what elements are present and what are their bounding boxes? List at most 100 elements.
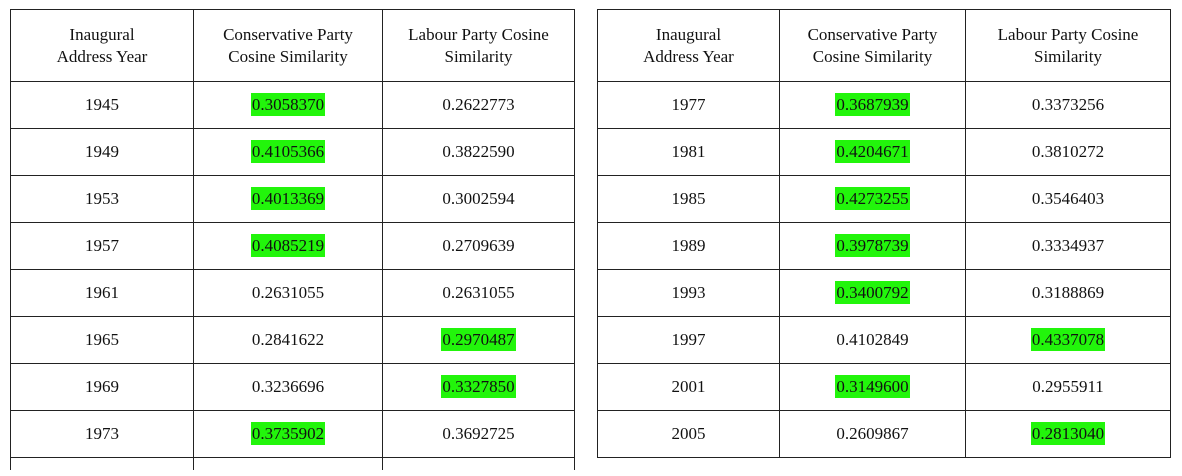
labour-value: 0.2709639 bbox=[442, 236, 515, 255]
table-body: 1945 0.3058370 0.2622773 1949 0.4105366 0.382… bbox=[10, 81, 575, 470]
conservative-value: 0.3687939 bbox=[835, 93, 910, 116]
header-labour: Labour Party Cosine Similarity bbox=[965, 9, 1171, 82]
conservative-value: 0.4102849 bbox=[836, 330, 909, 349]
header-year: Inaugural Address Year bbox=[10, 9, 194, 82]
year-value: 1973 bbox=[85, 424, 119, 443]
header-row: Inaugural Address Year Conservative Party… bbox=[10, 9, 575, 82]
cell-conservative: 0.4273255 bbox=[779, 175, 966, 223]
conservative-value: 0.3058370 bbox=[250, 93, 326, 116]
header-conservative: Conservative Party Cosine Similarity bbox=[779, 9, 966, 82]
header-text-line: Similarity bbox=[1034, 46, 1102, 66]
cell-year: 1945 bbox=[10, 81, 194, 129]
labour-value: 0.3546403 bbox=[1031, 189, 1105, 208]
cell-year: 1973 bbox=[10, 410, 194, 458]
table-header: Inaugural Address Year Conservative Party… bbox=[10, 9, 575, 82]
table-row: 2005 0.2609867 0.2813040 bbox=[597, 410, 1171, 458]
table-row: 1965 0.2841622 0.2970487 bbox=[10, 316, 575, 364]
year-value: 2001 bbox=[671, 377, 706, 396]
table-row: 1961 0.2631055 0.2631055 bbox=[10, 269, 575, 317]
cell-labour: 0.3327850 bbox=[382, 363, 575, 411]
header-text-line: Address Year bbox=[643, 46, 734, 66]
cell-year: 1981 bbox=[597, 128, 780, 176]
cell-labour: 0.4337078 bbox=[965, 316, 1171, 364]
conservative-value: 0.3735902 bbox=[250, 422, 326, 445]
header-text-line: Similarity bbox=[444, 46, 513, 66]
year-value: 1965 bbox=[85, 330, 119, 349]
cell-year: 1969 bbox=[10, 363, 194, 411]
table-row: 1981 0.4204671 0.3810272 bbox=[597, 128, 1171, 176]
labour-value: 0.2955911 bbox=[1032, 377, 1104, 396]
cell-conservative: 0.4013369 bbox=[193, 175, 383, 223]
labour-value: 0.3334937 bbox=[1031, 236, 1105, 255]
header-text-line: Labour Party Cosine bbox=[408, 24, 549, 44]
conservative-value: 0.4204671 bbox=[835, 140, 910, 163]
cell-year: 1993 bbox=[597, 269, 780, 317]
header-text-line: Inaugural bbox=[655, 24, 722, 44]
table-row: 1949 0.4105366 0.3822590 bbox=[10, 128, 575, 176]
cell-conservative: 0.2841622 bbox=[193, 316, 383, 364]
cell-labour: 0.3334937 bbox=[965, 222, 1171, 270]
labour-value: 0.2631055 bbox=[442, 283, 515, 302]
cell-conservative: 0.3978739 bbox=[779, 222, 966, 270]
labour-value: 0.3822590 bbox=[442, 142, 515, 161]
cell-labour: 0.3546403 bbox=[965, 175, 1171, 223]
table-row: 1985 0.4273255 0.3546403 bbox=[597, 175, 1171, 223]
labour-value: 0.3002594 bbox=[442, 189, 515, 208]
table-row: 1989 0.3978739 0.3334937 bbox=[597, 222, 1171, 270]
conservative-value: 0.4105366 bbox=[250, 140, 326, 163]
table-row-cutoff bbox=[10, 457, 575, 470]
cell-conservative: 0.4204671 bbox=[779, 128, 966, 176]
year-value: 1961 bbox=[85, 283, 119, 302]
similarity-table-left: Inaugural Address Year Conservative Party… bbox=[10, 9, 575, 470]
year-value: 1977 bbox=[671, 95, 706, 114]
year-value: 1945 bbox=[85, 95, 119, 114]
labour-value: 0.3373256 bbox=[1031, 95, 1105, 114]
cell-conservative: 0.3735902 bbox=[193, 410, 383, 458]
conservative-value: 0.4013369 bbox=[250, 187, 326, 210]
table-row: 1973 0.3735902 0.3692725 bbox=[10, 410, 575, 458]
conservative-value: 0.2631055 bbox=[251, 283, 325, 302]
header-year: Inaugural Address Year bbox=[597, 9, 780, 82]
cell-year: 1989 bbox=[597, 222, 780, 270]
header-text-line: Inaugural bbox=[69, 24, 135, 44]
table-body: 1977 0.3687939 0.3373256 1981 0.4204671 0.381… bbox=[597, 81, 1171, 458]
table-row: 1969 0.3236696 0.3327850 bbox=[10, 363, 575, 411]
year-value: 1985 bbox=[671, 189, 706, 208]
table-header: Inaugural Address Year Conservative Party… bbox=[597, 9, 1171, 82]
header-row: Inaugural Address Year Conservative Party… bbox=[597, 9, 1171, 82]
labour-value: 0.3188869 bbox=[1031, 283, 1105, 302]
labour-value: 0.2813040 bbox=[1030, 422, 1106, 445]
cell-year: 1997 bbox=[597, 316, 780, 364]
cell-labour: 0.3822590 bbox=[382, 128, 575, 176]
cell-conservative: 0.2609867 bbox=[779, 410, 966, 458]
cell-year: 1953 bbox=[10, 175, 194, 223]
header-conservative: Conservative Party Cosine Similarity bbox=[193, 9, 383, 82]
cell-conservative: 0.3687939 bbox=[779, 81, 966, 129]
cell-conservative: 0.3058370 bbox=[193, 81, 383, 129]
header-text-line: Conservative Party bbox=[223, 24, 353, 44]
labour-value: 0.2622773 bbox=[442, 95, 515, 114]
cell-labour: 0.3188869 bbox=[965, 269, 1171, 317]
year-value: 2005 bbox=[671, 424, 706, 443]
conservative-value: 0.3236696 bbox=[251, 377, 325, 396]
labour-value: 0.4337078 bbox=[1030, 328, 1106, 351]
cell-year: 1957 bbox=[10, 222, 194, 270]
header-text-line: Cosine Similarity bbox=[812, 46, 933, 66]
cell-conservative: 0.4102849 bbox=[779, 316, 966, 364]
cell-empty bbox=[193, 457, 383, 470]
cell-labour: 0.2813040 bbox=[965, 410, 1171, 458]
cell-conservative: 0.3149600 bbox=[779, 363, 966, 411]
cell-year: 1977 bbox=[597, 81, 780, 129]
cell-year: 1965 bbox=[10, 316, 194, 364]
year-value: 1993 bbox=[671, 283, 706, 302]
year-value: 1989 bbox=[671, 236, 706, 255]
table-row: 2001 0.3149600 0.2955911 bbox=[597, 363, 1171, 411]
conservative-value: 0.3149600 bbox=[835, 375, 910, 398]
table-row: 1957 0.4085219 0.2709639 bbox=[10, 222, 575, 270]
cell-labour: 0.2622773 bbox=[382, 81, 575, 129]
conservative-value: 0.3978739 bbox=[835, 234, 910, 257]
cell-labour: 0.2709639 bbox=[382, 222, 575, 270]
cell-conservative: 0.3236696 bbox=[193, 363, 383, 411]
cell-labour: 0.3373256 bbox=[965, 81, 1171, 129]
year-value: 1953 bbox=[85, 189, 119, 208]
